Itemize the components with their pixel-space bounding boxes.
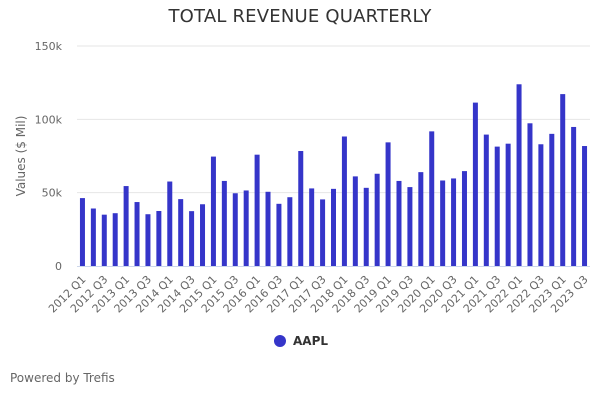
- bar-2015-q2[interactable]: [221, 180, 227, 266]
- bar-2017-q1[interactable]: [298, 151, 304, 266]
- bar-2017-q4[interactable]: [331, 188, 336, 266]
- y-tick-label: 50k: [42, 187, 63, 200]
- bar-2016-q4[interactable]: [287, 197, 293, 266]
- bar-2015-q4[interactable]: [243, 190, 249, 266]
- bar-2014-q3[interactable]: [189, 211, 195, 266]
- bar-2014-q1[interactable]: [167, 181, 173, 266]
- bar-2014-q2[interactable]: [178, 199, 184, 266]
- bar-2019-q1[interactable]: [385, 142, 391, 266]
- y-axis-ticks: 0 50k 100k 150k: [35, 40, 63, 273]
- bar-2016-q1[interactable]: [254, 154, 260, 266]
- bar-2018-q1[interactable]: [341, 136, 347, 266]
- bar-2012-q4[interactable]: [112, 213, 118, 266]
- chart-title: TOTAL REVENUE QUARTERLY: [168, 6, 432, 27]
- bar-2013-q3[interactable]: [145, 214, 151, 266]
- bar-2017-q3[interactable]: [320, 199, 326, 266]
- bar-2022-q3[interactable]: [538, 144, 544, 266]
- bar-2012-q1[interactable]: [79, 198, 85, 266]
- bar-2019-q4[interactable]: [418, 172, 424, 266]
- y-tick-label: 150k: [35, 40, 63, 53]
- bar-2018-q3[interactable]: [363, 187, 369, 266]
- bar-2021-q2[interactable]: [483, 134, 489, 266]
- bar-2022-q1[interactable]: [516, 84, 522, 266]
- bar-2015-q3[interactable]: [232, 193, 238, 266]
- bar-2014-q4[interactable]: [200, 204, 206, 266]
- bar-2018-q4[interactable]: [374, 173, 380, 266]
- y-tick-label: 0: [55, 260, 62, 273]
- bar-2021-q1[interactable]: [472, 102, 478, 266]
- bar-2021-q3[interactable]: [494, 146, 500, 266]
- bars: [79, 84, 588, 267]
- bar-2020-q4[interactable]: [461, 171, 467, 266]
- bar-2021-q4[interactable]: [505, 143, 511, 266]
- bar-2016-q2[interactable]: [265, 191, 271, 266]
- bar-2012-q2[interactable]: [90, 208, 96, 266]
- bar-2020-q2[interactable]: [440, 180, 446, 266]
- bar-2020-q3[interactable]: [451, 178, 457, 266]
- bar-2022-q2[interactable]: [527, 123, 533, 266]
- y-tick-label: 100k: [35, 113, 63, 126]
- bar-2013-q2[interactable]: [134, 202, 140, 266]
- bar-2013-q1[interactable]: [123, 186, 129, 266]
- bar-2022-q4[interactable]: [549, 133, 555, 266]
- y-axis-label: Values ($ Mil): [14, 116, 28, 197]
- bar-2015-q1[interactable]: [210, 156, 216, 266]
- legend-label: AAPL: [293, 334, 329, 348]
- powered-by-credit: Powered by Trefis: [10, 371, 115, 385]
- bar-2019-q3[interactable]: [407, 187, 413, 266]
- bar-2012-q3[interactable]: [101, 214, 107, 266]
- bar-2017-q2[interactable]: [309, 188, 315, 266]
- bar-2019-q2[interactable]: [396, 180, 402, 266]
- bar-2013-q4[interactable]: [156, 211, 162, 266]
- legend-item-aapl[interactable]: AAPL: [274, 334, 328, 348]
- bar-2023-q1[interactable]: [560, 94, 566, 267]
- bar-2023-q3[interactable]: [582, 146, 588, 266]
- bar-2023-q2[interactable]: [571, 126, 577, 267]
- bar-2020-q1[interactable]: [429, 131, 435, 266]
- bar-2016-q3[interactable]: [276, 203, 282, 266]
- bar-2018-q2[interactable]: [352, 176, 358, 266]
- legend-marker-icon: [274, 335, 286, 347]
